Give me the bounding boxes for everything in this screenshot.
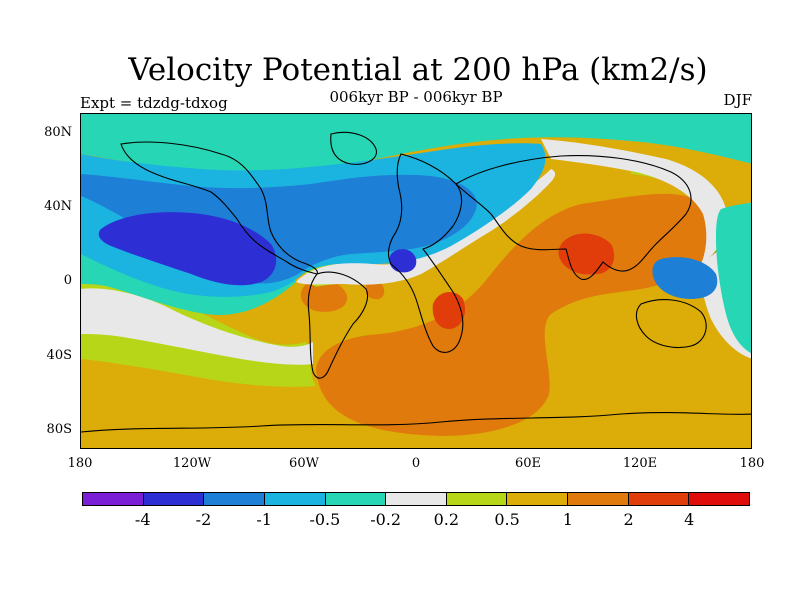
weak-negative-region-arctic	[81, 114, 751, 173]
colorbar-swatch-4	[325, 493, 387, 505]
colorbar-label-0: -4	[134, 510, 151, 529]
colorbar-label-8: 2	[623, 510, 634, 529]
colorbar-label-3: -0.5	[309, 510, 341, 529]
velocity-potential-map	[81, 114, 751, 448]
colorbar-swatch-6	[446, 493, 508, 505]
map-panel	[80, 113, 752, 449]
colorbar-label-5: 0.2	[433, 510, 460, 529]
strong-negative-region-north-africa	[389, 249, 417, 273]
colorbar-label-7: 1	[562, 510, 573, 529]
colorbar	[82, 492, 750, 506]
colorbar-swatch-10	[689, 493, 750, 505]
season-label: DJF	[723, 91, 752, 109]
lat-label-40s: 40S	[46, 348, 72, 363]
plot-title: Velocity Potential at 200 hPa (km2/s)	[128, 52, 708, 88]
colorbar-swatch-8	[568, 493, 629, 505]
strong-positive-region-africa	[432, 292, 466, 329]
lon-label-60w: 60W	[289, 456, 319, 471]
colorbar-swatch-9	[628, 493, 690, 505]
colorbar-swatch-7	[507, 493, 569, 505]
neutral-band-northwest-pacific	[541, 139, 727, 264]
lat-label-80s: 80S	[46, 422, 72, 437]
strong-positive-region-india	[558, 233, 615, 275]
colorbar-swatch-3	[264, 493, 326, 505]
colorbar-label-4: -0.2	[370, 510, 402, 529]
lat-label-40n: 40N	[44, 199, 72, 214]
weak-negative-region-east-pacific	[716, 202, 751, 353]
lon-label-120w: 120W	[172, 456, 212, 471]
strong-negative-region-central-america	[98, 212, 277, 286]
north-america-coast	[120, 141, 318, 275]
lon-label-180-west: 180	[67, 456, 93, 471]
lon-label-120e: 120E	[622, 456, 658, 471]
colorbar-label-6: 0.5	[494, 510, 520, 529]
colorbar-swatch-5	[386, 493, 447, 505]
lon-label-60e: 60E	[514, 456, 542, 471]
greenland-coast	[330, 131, 377, 165]
lon-label-180-east: 180	[739, 456, 765, 471]
plot-subtitle: 006kyr BP - 006kyr BP	[329, 88, 503, 106]
positive-region-americas	[300, 279, 348, 312]
colorbar-label-1: -2	[195, 510, 212, 529]
australia-coast	[635, 299, 707, 349]
europe-africa-coast	[387, 153, 464, 353]
south-america-coast	[307, 271, 369, 379]
positive-region-uk	[366, 280, 385, 300]
more-negative-region-west-pacific	[652, 257, 718, 299]
coastlines	[81, 131, 751, 433]
asia-coast	[455, 155, 692, 281]
lat-label-80n: 80N	[44, 125, 72, 140]
colorbar-swatch-2	[204, 493, 265, 505]
colorbar-swatch-1	[143, 493, 205, 505]
experiment-label: Expt = tdzdg-tdxog	[80, 94, 228, 112]
antarctica-coast	[81, 412, 751, 433]
lat-label-0: 0	[63, 273, 72, 288]
positive-region-south	[316, 193, 724, 436]
colorbar-swatch-0	[83, 493, 144, 505]
more-negative-region-north-pacific-atlantic	[81, 174, 477, 284]
lon-label-0: 0	[411, 456, 421, 471]
neutral-band-south-pacific	[81, 288, 313, 365]
colorbar-label-2: -1	[256, 510, 272, 529]
colorbar-label-9: 4	[684, 510, 695, 529]
